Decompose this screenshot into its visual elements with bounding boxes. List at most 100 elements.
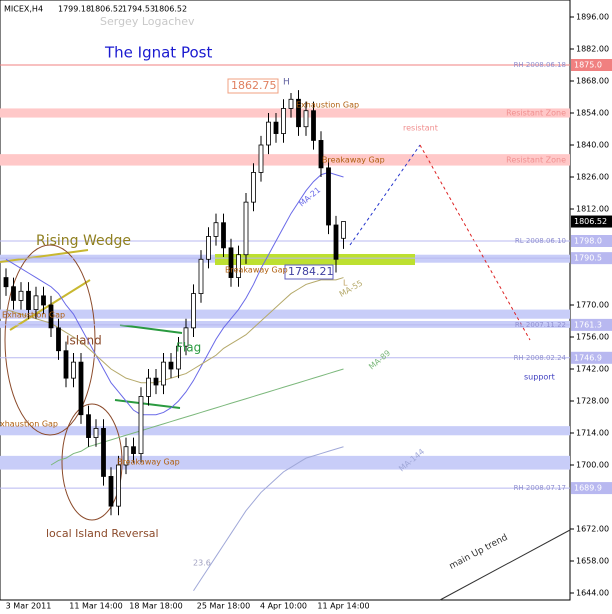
chart-title: The Ignat Post (104, 44, 212, 62)
island-ellipse (61, 403, 123, 521)
high-tag-bg (227, 78, 279, 94)
high-tag: 1862.75 (231, 79, 277, 92)
candle-body (78, 361, 84, 416)
trend-line (439, 529, 571, 601)
level-tag-bg (571, 235, 612, 247)
candle-body (258, 144, 264, 173)
candle-body (138, 396, 144, 454)
zone (0, 455, 570, 470)
annotation: resistant (403, 124, 438, 133)
annotation: Breakaway Gap (117, 458, 180, 467)
level-tag-bg (571, 351, 612, 364)
candle-body (198, 258, 204, 294)
y-tick-label: 1728.00 (576, 397, 609, 406)
candle-body (41, 295, 46, 306)
annotation: Island (66, 334, 102, 348)
zone (0, 309, 570, 319)
ma-line (193, 446, 344, 591)
annotation: 23.6 (193, 559, 211, 568)
y-tick-label: 1742.00 (576, 365, 609, 374)
candle-body (3, 277, 9, 288)
candle-body (86, 414, 91, 438)
level-tag: 1875.0 (574, 61, 602, 70)
candle-body (296, 98, 301, 128)
candle-body (273, 121, 279, 134)
header-low: 1794.53 (122, 5, 155, 14)
level-tag: 1746.9 (574, 353, 602, 362)
candle-body (153, 377, 159, 386)
candle-body (71, 361, 76, 379)
y-tick-label: 1854.00 (576, 109, 609, 118)
y-tick-label: 1756.00 (576, 333, 609, 342)
level-tag: 1689.9 (574, 484, 602, 493)
ma-line (5, 171, 344, 416)
header-symbol: MICEX,H4 (4, 5, 43, 14)
candle-body (176, 345, 181, 370)
y-tick-label: 1812.00 (576, 205, 609, 214)
watermark: Sergey Logachev (100, 15, 195, 28)
level-tag: 1761.3 (574, 320, 602, 329)
candle-body (341, 221, 346, 239)
level-note: RH 2008.07.17 (514, 484, 566, 492)
price-tag-bg (571, 215, 612, 228)
candle-body (333, 224, 339, 260)
level-tag-bg (571, 252, 612, 265)
candle-body (288, 98, 294, 109)
x-tick-label: 3 Mar 2011 (6, 602, 52, 611)
candle-body (18, 290, 24, 301)
candle-body (26, 290, 31, 310)
y-tick-label: 1882.00 (576, 45, 609, 54)
y-tick-label: 1700.00 (576, 461, 609, 470)
level-tag: 1798.0 (574, 237, 602, 246)
candle-body (93, 428, 99, 438)
y-tick-label: 1840.00 (576, 141, 609, 150)
zone-label: Resistant Zone (506, 155, 566, 164)
low-tag-bg (284, 264, 334, 280)
candle-body (48, 304, 54, 329)
x-tick-label: 11 Mar 14:00 (69, 602, 122, 611)
level-note: RH 2008.02.24 (514, 354, 567, 362)
y-tick-label: 1896.00 (576, 13, 609, 22)
candle-body (311, 110, 316, 141)
annotation: Rising Wedge (36, 233, 131, 249)
level-note: RL 2007.11.22 (515, 321, 566, 329)
candle-body (63, 350, 69, 379)
drawings (0, 144, 571, 601)
annotation: Breakaway Gap (322, 156, 385, 165)
annotation: H (283, 78, 290, 88)
zone-label: Resistant Zone (506, 109, 566, 118)
candle-body (108, 476, 114, 507)
candle-body (123, 446, 129, 466)
zone (0, 426, 570, 436)
candle-body (228, 247, 234, 278)
ma-line (5, 277, 344, 384)
annotation: local Island Reversal (46, 527, 159, 540)
candle-body (213, 222, 219, 237)
annotation: Exhaustion Gap (2, 311, 65, 320)
candle-body (56, 327, 61, 352)
x-tick-label: 18 Mar 18:00 (129, 602, 182, 611)
annotation: support (524, 373, 555, 382)
candle-body (146, 377, 151, 397)
candle-body (101, 428, 106, 477)
y-tick-label: 1714.00 (576, 429, 609, 438)
y-tick-label: 1658.00 (576, 557, 609, 566)
gap-highlight (215, 254, 415, 265)
candle-body (11, 286, 16, 301)
low-tag: 1784.21 (288, 265, 334, 278)
annotation: L (343, 279, 348, 288)
annotation: Exhaustion Gap (296, 101, 359, 110)
candle-body (243, 201, 249, 256)
level-tag-bg (571, 318, 612, 331)
candle-body (221, 222, 226, 249)
header-close: 1806.52 (154, 5, 187, 14)
candle-body (236, 254, 241, 278)
plot-frame (0, 0, 571, 601)
candle-body (33, 295, 39, 310)
level-note: RH 2008.06.18 (514, 61, 566, 69)
candle-body (191, 293, 196, 329)
candle-body (318, 140, 324, 169)
y-tick-label: 1672.00 (576, 525, 609, 534)
